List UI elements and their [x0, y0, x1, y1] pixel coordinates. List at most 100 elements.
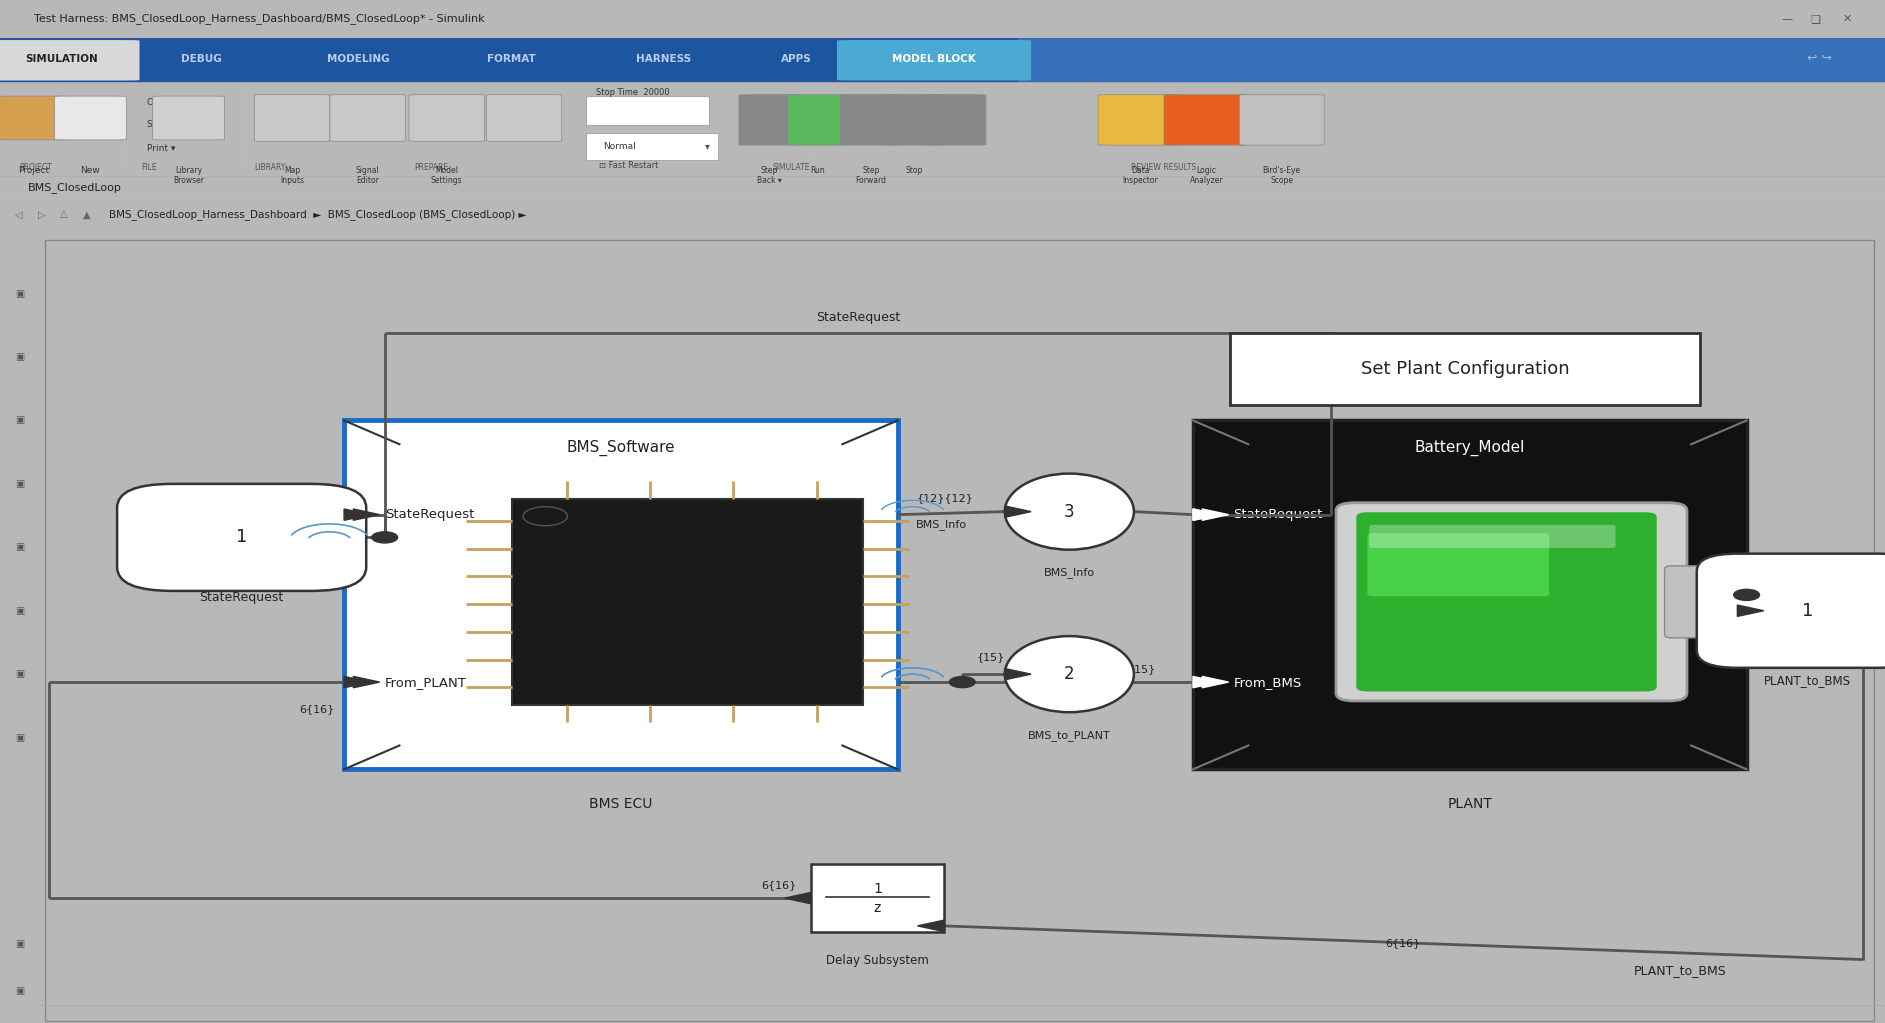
Text: MODELING: MODELING: [326, 54, 390, 64]
FancyBboxPatch shape: [1240, 95, 1325, 145]
Text: ▣: ▣: [15, 732, 25, 743]
Text: ▣: ▣: [15, 352, 25, 362]
Text: Step
Back ▾: Step Back ▾: [756, 166, 782, 185]
Text: ▣: ▣: [15, 939, 25, 948]
Text: BMS_ClosedLoop_Harness_Dashboard  ►  BMS_ClosedLoop (BMS_ClosedLoop) ►: BMS_ClosedLoop_Harness_Dashboard ► BMS_C…: [109, 209, 526, 220]
FancyBboxPatch shape: [1193, 420, 1747, 769]
Text: 6{16}: 6{16}: [1761, 565, 1796, 575]
Text: Signal
Editor: Signal Editor: [356, 166, 379, 185]
FancyBboxPatch shape: [586, 95, 709, 125]
Text: ▲: ▲: [83, 210, 90, 219]
Text: ▣: ▣: [15, 415, 25, 426]
Text: New: New: [81, 166, 100, 175]
Text: ▣: ▣: [15, 288, 25, 299]
Text: MODEL BLOCK: MODEL BLOCK: [892, 54, 976, 64]
Text: 1: 1: [873, 882, 882, 895]
Text: Library
Browser: Library Browser: [173, 166, 204, 185]
Text: FORMAT: FORMAT: [488, 54, 535, 64]
Text: DEBUG: DEBUG: [181, 54, 222, 64]
Text: ▣: ▣: [15, 669, 25, 679]
Polygon shape: [1005, 506, 1031, 518]
Text: Logic
Analyzer: Logic Analyzer: [1189, 166, 1223, 185]
FancyBboxPatch shape: [254, 95, 330, 141]
Text: 3: 3: [1063, 502, 1074, 521]
Text: StateRequest: StateRequest: [816, 311, 901, 323]
FancyBboxPatch shape: [788, 95, 848, 145]
Text: 1: 1: [1802, 602, 1813, 620]
FancyBboxPatch shape: [1696, 553, 1885, 668]
FancyBboxPatch shape: [55, 96, 126, 140]
Polygon shape: [784, 892, 811, 903]
Text: 1: 1: [236, 529, 247, 546]
Text: REVIEW RESULTS: REVIEW RESULTS: [1131, 164, 1197, 172]
Text: Bird's-Eye
Scope: Bird's-Eye Scope: [1263, 166, 1301, 185]
Text: z: z: [875, 901, 880, 916]
FancyBboxPatch shape: [486, 95, 562, 141]
FancyBboxPatch shape: [330, 95, 405, 141]
Text: ✕: ✕: [1844, 14, 1851, 24]
FancyBboxPatch shape: [1229, 333, 1700, 404]
Text: ▷: ▷: [38, 210, 45, 219]
Text: Set Plant Configuration: Set Plant Configuration: [1361, 360, 1570, 377]
Text: To_PLANT: To_PLANT: [794, 675, 858, 688]
Bar: [1018, 38, 1885, 82]
Text: To_BMS: To_BMS: [1657, 588, 1706, 602]
Polygon shape: [1193, 509, 1220, 521]
Circle shape: [371, 532, 398, 543]
Text: LIBRARY: LIBRARY: [254, 164, 287, 172]
Ellipse shape: [1005, 636, 1135, 712]
Text: BMS_Info: BMS_Info: [1044, 567, 1095, 578]
FancyBboxPatch shape: [409, 95, 484, 141]
Text: PLANT_to_BMS: PLANT_to_BMS: [1634, 964, 1727, 977]
FancyBboxPatch shape: [586, 133, 718, 161]
FancyBboxPatch shape: [1664, 566, 1706, 638]
Text: {15}: {15}: [976, 653, 1005, 662]
Text: ❑: ❑: [1810, 14, 1821, 24]
Polygon shape: [345, 676, 371, 687]
Polygon shape: [352, 509, 379, 521]
Text: Stop Time  20000: Stop Time 20000: [596, 88, 669, 97]
Text: ▣: ▣: [15, 479, 25, 489]
Text: Delay Subsystem: Delay Subsystem: [826, 954, 929, 967]
Text: From_BMS: From_BMS: [1233, 675, 1303, 688]
Text: HARNESS: HARNESS: [635, 54, 692, 64]
Text: BMS ECU: BMS ECU: [590, 797, 652, 811]
Text: BMS_Software: BMS_Software: [567, 440, 675, 456]
Polygon shape: [1193, 676, 1220, 687]
Text: Run: Run: [811, 166, 826, 175]
FancyBboxPatch shape: [811, 864, 944, 932]
Text: ▣: ▣: [15, 986, 25, 996]
Polygon shape: [345, 509, 371, 521]
Text: 6{16}: 6{16}: [1761, 602, 1796, 611]
Polygon shape: [513, 499, 863, 705]
FancyBboxPatch shape: [1369, 525, 1615, 548]
Polygon shape: [1203, 676, 1229, 687]
FancyBboxPatch shape: [0, 96, 70, 140]
FancyBboxPatch shape: [837, 40, 1031, 81]
Circle shape: [1734, 589, 1759, 601]
Text: Step
Forward: Step Forward: [856, 166, 886, 185]
Text: Open ▾: Open ▾: [147, 98, 179, 107]
Text: SIMULATION: SIMULATION: [25, 54, 98, 64]
Text: BMS_Info: BMS_Info: [797, 508, 858, 521]
Text: ◁: ◁: [15, 210, 23, 219]
FancyBboxPatch shape: [739, 95, 799, 145]
Text: Map
Inputs: Map Inputs: [281, 166, 303, 185]
Text: Normal: Normal: [603, 142, 635, 151]
Text: PLANT_to_BMS: PLANT_to_BMS: [1764, 674, 1851, 687]
Text: PROJECT: PROJECT: [19, 164, 51, 172]
FancyBboxPatch shape: [0, 40, 139, 81]
Polygon shape: [918, 921, 944, 932]
Text: 6{16}: 6{16}: [1385, 938, 1421, 947]
Text: 2: 2: [1063, 665, 1074, 683]
FancyBboxPatch shape: [841, 95, 901, 145]
FancyBboxPatch shape: [1099, 95, 1184, 145]
Polygon shape: [352, 676, 379, 687]
Text: BMS_Info: BMS_Info: [916, 519, 967, 530]
FancyBboxPatch shape: [1367, 533, 1549, 596]
FancyBboxPatch shape: [1336, 502, 1687, 701]
Text: StateRequest: StateRequest: [1233, 508, 1323, 521]
FancyBboxPatch shape: [117, 484, 366, 591]
Text: Test Harness: BMS_ClosedLoop_Harness_Dashboard/BMS_ClosedLoop* - Simulink: Test Harness: BMS_ClosedLoop_Harness_Das…: [34, 13, 484, 25]
Text: FILE: FILE: [141, 164, 156, 172]
